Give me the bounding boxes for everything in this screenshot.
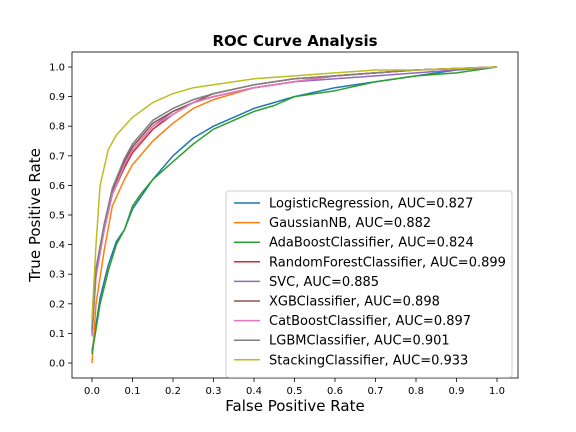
plot-lines <box>91 66 498 364</box>
chart-title: ROC Curve Analysis <box>212 32 377 50</box>
y-tick-label: 0.0 <box>49 359 65 370</box>
legend: LogisticRegression, AUC=0.827 GaussianNB,… <box>225 190 513 378</box>
legend-label: AdaBoostClassifier, AUC=0.824 <box>269 236 474 251</box>
x-tick-label: 0.4 <box>246 386 262 397</box>
legend-label: CatBoostClassifier, AUC=0.897 <box>269 314 471 329</box>
legend-label: GaussianNB, AUC=0.882 <box>269 216 431 231</box>
legend-label: SVC, AUC=0.885 <box>269 275 379 290</box>
x-tick-label: 1.0 <box>489 386 505 397</box>
x-tick-label: 0.1 <box>125 386 141 397</box>
legend-label: LogisticRegression, AUC=0.827 <box>269 197 473 212</box>
x-tick-label: 0.7 <box>368 386 384 397</box>
x-tick-label: 0.9 <box>449 386 465 397</box>
y-tick-label: 0.5 <box>49 211 65 222</box>
y-tick-label: 0.7 <box>49 151 65 162</box>
legend-box <box>225 190 513 378</box>
series-line-7 <box>91 66 498 331</box>
legend-label: RandomForestClassifier, AUC=0.899 <box>269 255 506 270</box>
legend-label: XGBClassifier, AUC=0.898 <box>269 295 440 310</box>
x-axis-label: False Positive Rate <box>225 397 364 415</box>
x-axis-ticks: 0.0 0.1 0.2 0.3 0.4 0.5 0.6 0.7 0.8 0.9 1.0 <box>84 378 505 397</box>
y-tick-label: 0.9 <box>49 92 65 103</box>
x-tick-label: 0.6 <box>327 386 343 397</box>
legend-label: StackingClassifier, AUC=0.933 <box>269 353 468 368</box>
y-tick-label: 0.6 <box>49 181 65 192</box>
plot-frame <box>71 51 519 379</box>
x-tick-label: 0.5 <box>287 386 303 397</box>
y-tick-label: 0.2 <box>49 299 65 310</box>
series-line-8 <box>91 66 498 319</box>
y-tick-label: 0.1 <box>49 329 65 340</box>
series-line-2 <box>91 66 498 355</box>
legend-label: LGBMClassifier, AUC=0.901 <box>269 334 450 349</box>
y-tick-label: 1.0 <box>49 63 65 74</box>
x-tick-label: 0.3 <box>206 386 222 397</box>
y-axis-label: True Positive Rate <box>26 148 44 283</box>
x-tick-label: 0.8 <box>408 386 424 397</box>
x-tick-label: 0.0 <box>84 386 100 397</box>
y-tick-label: 0.4 <box>49 240 65 251</box>
y-tick-label: 0.8 <box>49 122 65 133</box>
y-tick-label: 0.3 <box>49 270 65 281</box>
y-axis-ticks: 0.0 0.1 0.2 0.3 0.4 0.5 0.6 0.7 0.8 0.9 1.0 <box>49 63 72 370</box>
x-tick-label: 0.2 <box>165 386 181 397</box>
